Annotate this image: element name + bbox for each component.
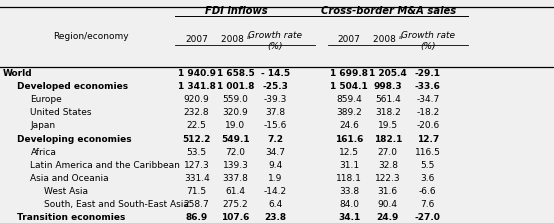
Text: 34.1: 34.1 — [338, 213, 360, 222]
Text: 127.3: 127.3 — [184, 161, 209, 170]
Text: Europe: Europe — [30, 95, 62, 104]
Text: 34.7: 34.7 — [265, 148, 285, 157]
Text: Developing economies: Developing economies — [17, 135, 131, 144]
Text: 6.4: 6.4 — [268, 200, 283, 209]
Text: 12.7: 12.7 — [417, 135, 439, 144]
Text: 1 001.8: 1 001.8 — [217, 82, 254, 91]
Text: Africa: Africa — [30, 148, 57, 157]
Text: Developed economies: Developed economies — [17, 82, 128, 91]
Text: 139.3: 139.3 — [223, 161, 248, 170]
Text: 549.1: 549.1 — [221, 135, 250, 144]
Text: 920.9: 920.9 — [184, 95, 209, 104]
Text: 331.4: 331.4 — [184, 174, 209, 183]
Text: 27.0: 27.0 — [378, 148, 398, 157]
Text: Latin America and the Caribbean: Latin America and the Caribbean — [30, 161, 181, 170]
Text: West Asia: West Asia — [44, 187, 88, 196]
Text: -39.3: -39.3 — [264, 95, 287, 104]
Text: 12.5: 12.5 — [339, 148, 359, 157]
Text: South, East and South-East Asia: South, East and South-East Asia — [44, 200, 189, 209]
Text: - 14.5: - 14.5 — [261, 69, 290, 78]
Text: 258.7: 258.7 — [184, 200, 209, 209]
Text: 1.9: 1.9 — [268, 174, 283, 183]
Text: 7.2: 7.2 — [268, 135, 283, 144]
Text: 859.4: 859.4 — [336, 95, 362, 104]
Text: 1 658.5: 1 658.5 — [217, 69, 254, 78]
Text: 19.5: 19.5 — [378, 121, 398, 131]
Text: Transition economies: Transition economies — [17, 213, 125, 222]
Text: 122.3: 122.3 — [375, 174, 401, 183]
Text: 107.6: 107.6 — [221, 213, 250, 222]
Text: 71.5: 71.5 — [187, 187, 207, 196]
Text: 182.1: 182.1 — [373, 135, 402, 144]
Text: 72.0: 72.0 — [225, 148, 245, 157]
Text: 31.6: 31.6 — [378, 187, 398, 196]
Text: 998.3: 998.3 — [373, 82, 402, 91]
Text: Asia and Oceania: Asia and Oceania — [30, 174, 109, 183]
Text: 116.5: 116.5 — [415, 148, 440, 157]
Text: 275.2: 275.2 — [223, 200, 248, 209]
Text: 33.8: 33.8 — [339, 187, 359, 196]
Text: -29.1: -29.1 — [415, 69, 440, 78]
Text: 19.0: 19.0 — [225, 121, 245, 131]
Text: 1 504.1: 1 504.1 — [330, 82, 368, 91]
Text: 2007: 2007 — [337, 35, 361, 44]
Text: 86.9: 86.9 — [186, 213, 208, 222]
Text: 559.0: 559.0 — [223, 95, 248, 104]
Text: -6.6: -6.6 — [419, 187, 437, 196]
Text: -18.2: -18.2 — [416, 108, 439, 117]
Text: 53.5: 53.5 — [187, 148, 207, 157]
Text: 232.8: 232.8 — [184, 108, 209, 117]
Text: FDI inflows: FDI inflows — [204, 6, 268, 16]
Text: 24.9: 24.9 — [377, 213, 399, 222]
Text: 1 205.4: 1 205.4 — [369, 69, 407, 78]
Text: Growth rate
(%): Growth rate (%) — [248, 31, 302, 52]
Text: 31.1: 31.1 — [339, 161, 359, 170]
Text: 7.6: 7.6 — [420, 200, 435, 209]
Text: 2008 ᵃ: 2008 ᵃ — [373, 35, 403, 44]
Text: -14.2: -14.2 — [264, 187, 287, 196]
Text: 9.4: 9.4 — [268, 161, 283, 170]
Text: 512.2: 512.2 — [182, 135, 211, 144]
Text: Growth rate
(%): Growth rate (%) — [401, 31, 455, 52]
Text: -25.3: -25.3 — [263, 82, 288, 91]
Text: -27.0: -27.0 — [415, 213, 440, 222]
Text: 2007: 2007 — [185, 35, 208, 44]
Text: 337.8: 337.8 — [223, 174, 248, 183]
Text: 90.4: 90.4 — [378, 200, 398, 209]
Text: -15.6: -15.6 — [264, 121, 287, 131]
Text: 1 699.8: 1 699.8 — [330, 69, 368, 78]
Text: 37.8: 37.8 — [265, 108, 285, 117]
Text: 32.8: 32.8 — [378, 161, 398, 170]
Text: Region/economy: Region/economy — [54, 32, 129, 41]
Text: 22.5: 22.5 — [187, 121, 207, 131]
Text: 1 940.9: 1 940.9 — [178, 69, 216, 78]
Text: 318.2: 318.2 — [375, 108, 401, 117]
Text: -33.6: -33.6 — [415, 82, 440, 91]
Text: 61.4: 61.4 — [225, 187, 245, 196]
Text: 561.4: 561.4 — [375, 95, 401, 104]
Text: 84.0: 84.0 — [339, 200, 359, 209]
Text: -34.7: -34.7 — [416, 95, 439, 104]
Text: Japan: Japan — [30, 121, 55, 131]
Text: 5.5: 5.5 — [420, 161, 435, 170]
Text: 3.6: 3.6 — [420, 174, 435, 183]
Text: World: World — [3, 69, 32, 78]
Text: 23.8: 23.8 — [264, 213, 286, 222]
Text: -20.6: -20.6 — [416, 121, 439, 131]
Text: 320.9: 320.9 — [223, 108, 248, 117]
Text: 24.6: 24.6 — [339, 121, 359, 131]
Text: 1 341.8: 1 341.8 — [178, 82, 216, 91]
Text: 389.2: 389.2 — [336, 108, 362, 117]
Text: 161.6: 161.6 — [335, 135, 363, 144]
Text: 118.1: 118.1 — [336, 174, 362, 183]
Text: United States: United States — [30, 108, 92, 117]
Text: Cross-border M&A sales: Cross-border M&A sales — [321, 6, 456, 16]
Text: 2008 ᵃ: 2008 ᵃ — [220, 35, 250, 44]
